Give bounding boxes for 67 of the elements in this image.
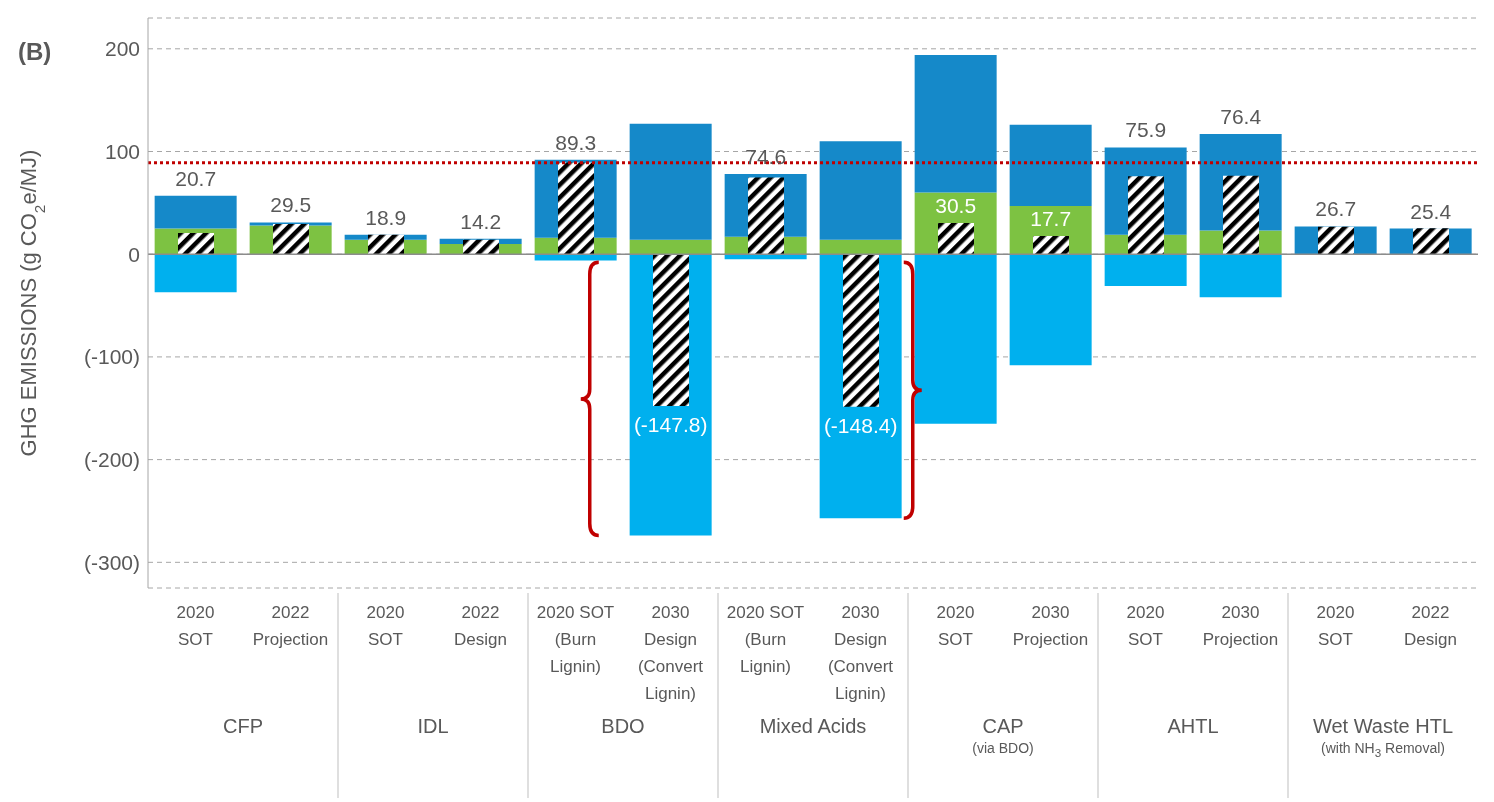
- x-tick-label: 2020 SOT: [366, 603, 405, 649]
- y-tick-label: 200: [104, 37, 140, 61]
- text: Mixed Acids: [758, 715, 868, 737]
- bar: [914, 54, 997, 193]
- data-label: 25.4: [1410, 199, 1452, 223]
- y-tick-label: 0: [128, 242, 140, 266]
- x-tick-label: 2022 Projection: [252, 603, 329, 649]
- bar: [178, 232, 214, 255]
- text: Wet Waste HTL (with NH$_{3}$ Removal): [1312, 715, 1454, 761]
- data-label: 75.9: [1125, 118, 1167, 142]
- x-tick-label: 2030 Design (Convert Lignin): [637, 603, 704, 703]
- data-label: 74.6: [745, 145, 787, 169]
- bar: [748, 177, 784, 255]
- bar: [1033, 236, 1069, 255]
- x-tick-label: 2022 Design: [454, 603, 507, 649]
- x-tick-label: 2030 Projection: [1202, 603, 1279, 649]
- bar: [558, 162, 594, 255]
- bar: [843, 254, 879, 407]
- bar: [1128, 176, 1164, 255]
- x-tick-label: 2020 SOT: [1316, 603, 1355, 649]
- x-tick-label: 2020 SOT: [1126, 603, 1165, 649]
- bar: [653, 254, 689, 407]
- data-label: (-148.4): [823, 413, 898, 437]
- x-tick-label: 2030 Design (Convert Lignin): [827, 603, 894, 703]
- x-tick-label: 2030 Projection: [1012, 603, 1089, 649]
- x-tick-label: 2022 Design: [1404, 603, 1457, 649]
- y-tick-label: (-300): [83, 550, 140, 574]
- x-tick-label: 2020 SOT (Burn Lignin): [726, 603, 805, 676]
- bar: [1413, 228, 1449, 255]
- y-tick-label: (-100): [83, 345, 140, 369]
- bar: [629, 239, 712, 255]
- text: AHTL: [1166, 715, 1220, 737]
- bar: [154, 195, 237, 229]
- x-tick-label: 2020 SOT: [936, 603, 975, 649]
- data-label: 17.7: [1030, 207, 1072, 231]
- bar: [273, 223, 309, 255]
- text: (B): [18, 38, 52, 66]
- y-tick-label: 100: [104, 139, 140, 163]
- data-label: 30.5: [935, 193, 977, 217]
- bar: [819, 141, 902, 240]
- bar: [629, 123, 712, 240]
- text: IDL: [416, 715, 450, 737]
- text: BDO: [600, 715, 646, 737]
- bar: [368, 234, 404, 255]
- data-label: 18.9: [365, 205, 407, 229]
- bar: [938, 222, 974, 255]
- data-label: 20.7: [175, 166, 217, 190]
- x-tick-label: 2020 SOT (Burn Lignin): [536, 603, 615, 676]
- bar: [1009, 124, 1092, 206]
- data-label: 76.4: [1220, 105, 1262, 129]
- data-label: 29.5: [270, 193, 312, 217]
- data-label: (-147.8): [633, 413, 708, 437]
- data-label: 89.3: [555, 130, 597, 154]
- y-tick-label: (-200): [83, 448, 140, 472]
- bar: [1104, 254, 1187, 287]
- data-label: 14.2: [460, 209, 502, 233]
- bar: [914, 254, 997, 424]
- bar: [154, 254, 237, 293]
- bar: [1223, 175, 1259, 255]
- text: CFP: [222, 715, 264, 737]
- data-label: 26.7: [1315, 197, 1357, 221]
- text: CAP (via BDO): [971, 715, 1035, 758]
- bar: [819, 239, 902, 255]
- bar: [1009, 254, 1092, 366]
- bar: [1199, 254, 1282, 298]
- x-tick-label: 2020 SOT: [176, 603, 215, 649]
- bar: [1318, 226, 1354, 255]
